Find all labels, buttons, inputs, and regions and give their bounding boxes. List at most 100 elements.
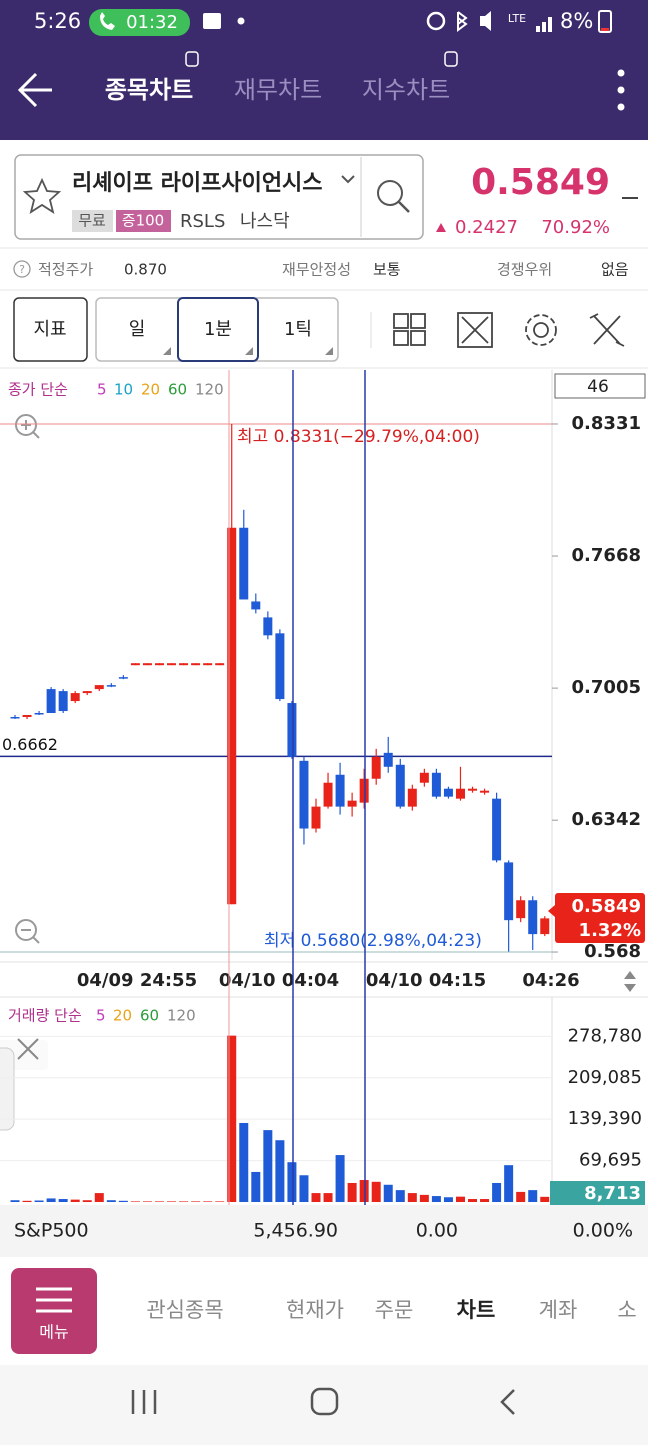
x-tick-label: 04:26 [522, 970, 579, 991]
battery-level [601, 28, 609, 31]
index-change-pct: 0.00% [573, 1220, 633, 1242]
menu-label: 메뉴 [39, 1323, 68, 1342]
scroll-arrows[interactable] [624, 971, 636, 992]
candle-body [335, 774, 345, 807]
candle-body [540, 918, 550, 935]
current-tag-arrow [548, 905, 555, 917]
tag-bg [72, 210, 113, 232]
candle-body [154, 663, 164, 666]
candle-body [480, 790, 490, 793]
zoom-in-mark [21, 420, 40, 439]
count-box [554, 373, 646, 399]
toolbar-icons[interactable] [393, 312, 625, 348]
volume-bar [106, 1200, 116, 1202]
nav-item[interactable]: 현재가 [286, 1298, 344, 1322]
favorite-star[interactable] [22, 177, 62, 214]
volume-bar [215, 1201, 225, 1202]
recents-button[interactable] [131, 1390, 157, 1414]
candle-body [46, 689, 56, 714]
volume-bar [142, 1201, 152, 1202]
volume-bar [443, 1197, 453, 1202]
candle-body [468, 788, 478, 791]
volume-bar [299, 1175, 309, 1202]
tab[interactable]: 지수차트 [362, 76, 450, 104]
candle-body [179, 663, 189, 666]
toolbar-button[interactable]: 지표 [33, 319, 66, 340]
volume-bar [516, 1191, 526, 1202]
nav-item[interactable]: 계좌 [539, 1298, 578, 1322]
candle-body [275, 633, 285, 700]
y-tick-label: 0.7668 [572, 545, 641, 566]
nav-item[interactable]: 소 [617, 1298, 636, 1322]
low-label: 최저 0.5680(2.98%,04:23) [264, 931, 482, 951]
high-label: 최고 0.8331(−29.79%,04:00) [237, 427, 480, 447]
volume-bar [179, 1201, 189, 1202]
search-button[interactable] [377, 180, 403, 206]
ticker: RSLS [180, 211, 225, 232]
battery-text: 8% [560, 9, 593, 33]
volume-bar [528, 1190, 538, 1202]
volume-bar [239, 1122, 249, 1202]
nav-item[interactable]: 관심종목 [146, 1298, 223, 1322]
candle-body [94, 685, 104, 690]
indicator-button[interactable] [13, 297, 88, 362]
back-nav-button[interactable] [500, 1389, 515, 1415]
candle-body [227, 527, 237, 905]
legend-entry: 5 [96, 1007, 106, 1025]
tag: 무료 [78, 212, 106, 230]
candle-body [203, 663, 213, 666]
nav-item[interactable]: 차트 [457, 1298, 496, 1322]
zoom-in[interactable] [15, 414, 37, 436]
volume-bar [407, 1193, 417, 1202]
index-value: 5,456.90 [253, 1220, 338, 1242]
tab[interactable]: 종목차트 [105, 76, 193, 104]
gallery-icon [203, 13, 221, 29]
system-nav [0, 1365, 648, 1445]
volume-bar [504, 1165, 514, 1202]
tabs: 종목차트 재무차트 지수차트 [105, 76, 450, 104]
volume-bar [359, 1180, 369, 1202]
candle-body [10, 716, 20, 719]
tab[interactable]: 재무차트 [234, 76, 322, 104]
toolbar-button[interactable]: 일 [129, 319, 146, 340]
candle-body [70, 693, 80, 702]
current-pct: 1.32% [579, 920, 641, 941]
market: 나스닥 [240, 211, 290, 232]
home-button[interactable] [310, 1387, 339, 1416]
legend-entry: 60 [168, 381, 187, 399]
index-change: 0.00 [416, 1220, 458, 1242]
candle-body [323, 782, 333, 807]
close-button[interactable] [17, 1038, 39, 1060]
more-button[interactable] [617, 69, 625, 111]
back-button[interactable] [17, 72, 52, 108]
legend-entry: 120 [195, 381, 224, 399]
toolbar-button[interactable]: 1틱 [284, 319, 312, 340]
volume-bar [46, 1198, 56, 1202]
toolbar-button[interactable]: 1분 [204, 319, 232, 340]
zoom-out[interactable] [15, 919, 37, 941]
help-icon[interactable] [13, 260, 31, 278]
nav-item[interactable]: 주문 [375, 1298, 414, 1322]
volume-bar [22, 1200, 32, 1202]
y-tick-label: 139,390 [568, 1108, 642, 1129]
volume-bar [371, 1181, 381, 1202]
candle-body [359, 778, 369, 803]
period-selected[interactable] [177, 297, 259, 362]
candle-body [239, 527, 249, 600]
volume-bar [419, 1194, 429, 1202]
y-tick-label: 0.8331 [572, 413, 641, 434]
candle-body [407, 788, 417, 807]
volume-bar [82, 1200, 92, 1202]
nav-items: 관심종목 현재가 주문 차트 계좌 소 [146, 1298, 636, 1322]
call-pill [89, 9, 190, 36]
y-tick-label: 0.7005 [572, 677, 641, 698]
info-value: 없음 [601, 261, 629, 279]
crosshair-label: 0.6662 [2, 735, 58, 754]
volume-bar [335, 1155, 345, 1202]
candle-body [528, 900, 538, 935]
legend-label: 종가 단순 [8, 381, 68, 399]
y-tick-label: 209,085 [568, 1067, 642, 1088]
side-handle[interactable] [0, 1047, 15, 1131]
